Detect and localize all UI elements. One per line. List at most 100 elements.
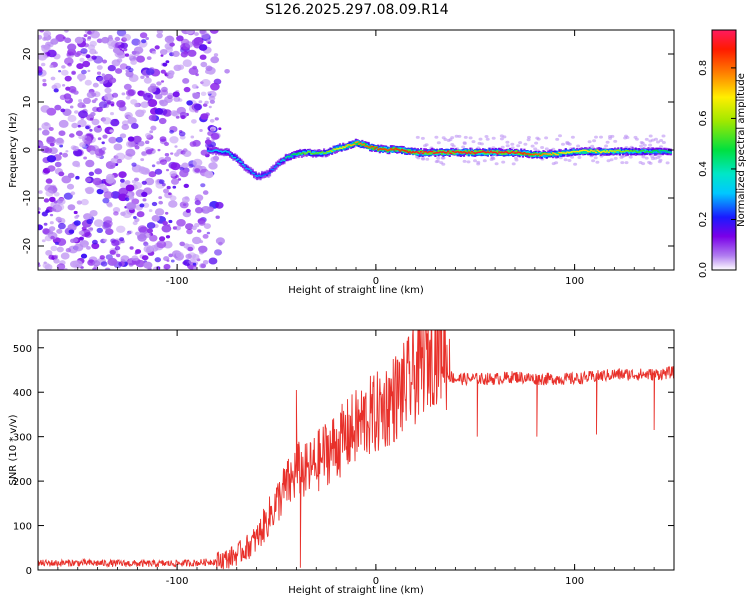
- noise-blob: [172, 111, 180, 117]
- figure-title: S126.2025.297.08.09.R14: [265, 2, 448, 18]
- noise-blob: [38, 224, 43, 231]
- noise-blob: [659, 145, 663, 149]
- ridge-cell: [515, 152, 518, 154]
- noise-blob: [38, 207, 41, 211]
- noise-blob: [145, 37, 149, 40]
- ridge-cell: [451, 151, 454, 155]
- ridge-cell: [480, 151, 483, 153]
- ridge-cell: [284, 157, 287, 162]
- noise-blob: [44, 147, 53, 154]
- ridge-cell: [582, 149, 585, 151]
- noise-blob: [48, 226, 56, 232]
- noise-blob: [110, 112, 114, 116]
- noise-blob: [106, 100, 112, 105]
- ridge-cell: [558, 152, 561, 156]
- noise-blob: [158, 108, 168, 116]
- ridge-cell: [230, 155, 233, 157]
- ridge-cell: [337, 148, 340, 150]
- snr-panel: -100 0 100 0 100 200 300 400 500 Height of strai…: [8, 329, 675, 596]
- noise-blob: [105, 161, 116, 169]
- ridge-cell: [251, 172, 254, 174]
- noise-blob: [172, 226, 177, 230]
- noise-blob: [101, 73, 106, 77]
- noise-blob: [208, 95, 216, 101]
- noise-blob: [194, 168, 201, 173]
- noise-blob: [56, 228, 63, 234]
- ridge-cell: [459, 151, 462, 153]
- ridge-cell: [297, 152, 300, 156]
- ridge-cell: [343, 146, 346, 149]
- noise-blob: [140, 101, 149, 108]
- ridge-cell: [529, 154, 532, 156]
- noise-blob: [162, 62, 168, 67]
- ridge-cell: [509, 152, 512, 154]
- noise-blob: [38, 190, 43, 194]
- noise-blob: [199, 30, 207, 35]
- noise-blob: [116, 58, 123, 63]
- noise-blob: [127, 136, 135, 142]
- noise-blob: [53, 258, 60, 264]
- ridge-cell: [448, 150, 451, 153]
- ridge-cell: [585, 149, 588, 152]
- ridge-cell: [210, 150, 213, 153]
- ridge-cell: [583, 151, 586, 154]
- noise-blob: [172, 50, 180, 58]
- snr-y-tick-label: 300: [13, 433, 32, 444]
- noise-blob: [114, 36, 121, 42]
- noise-blob: [78, 135, 84, 140]
- noise-blob: [155, 93, 163, 100]
- noise-blob: [156, 240, 167, 249]
- ridge-cell: [299, 153, 302, 155]
- ridge-cell: [456, 151, 459, 153]
- ridge-cell: [270, 169, 273, 172]
- ridge-cell: [658, 149, 661, 152]
- noise-blob: [103, 238, 108, 242]
- noise-blob: [136, 55, 145, 63]
- ridge-cell: [259, 175, 262, 177]
- ridge-cell: [596, 149, 599, 151]
- ridge-cell: [542, 153, 545, 155]
- noise-blob: [185, 41, 194, 48]
- ridge-cell: [539, 153, 542, 156]
- noise-blob: [47, 165, 56, 172]
- ridge-cell: [399, 148, 402, 152]
- ridge-cell: [273, 166, 276, 169]
- ridge-cell: [453, 152, 456, 155]
- noise-blob: [215, 201, 224, 209]
- noise-blob: [563, 158, 568, 162]
- ridge-cell: [472, 152, 475, 154]
- ridge-cell: [383, 148, 386, 150]
- ridge-cell: [458, 150, 461, 153]
- noise-blob: [49, 221, 54, 225]
- noise-blob: [64, 37, 72, 44]
- spectrogram-x-tick-label: 100: [565, 276, 584, 287]
- noise-blob: [137, 225, 147, 233]
- noise-blob: [85, 177, 92, 183]
- snr-y-tick-label: 500: [13, 344, 32, 355]
- noise-blob: [143, 245, 154, 254]
- noise-blob: [450, 143, 455, 146]
- noise-blob: [45, 190, 54, 197]
- noise-blob: [119, 133, 127, 139]
- noise-blob: [207, 41, 211, 44]
- ridge-cell: [542, 153, 545, 158]
- ridge-cell: [311, 153, 315, 155]
- ridge-cell: [294, 153, 297, 155]
- ridge-cell: [235, 159, 238, 161]
- ridge-cell: [663, 149, 666, 152]
- ridge-cell: [308, 151, 311, 156]
- ridge-cell: [410, 152, 413, 154]
- noise-blob: [132, 181, 143, 190]
- noise-blob: [66, 52, 72, 57]
- ridge-cell: [583, 149, 586, 151]
- ridge-cell: [518, 152, 521, 156]
- noise-blob: [200, 263, 206, 268]
- noise-blob: [56, 263, 66, 270]
- noise-blob: [41, 44, 51, 53]
- noise-blob: [80, 48, 88, 54]
- ridge-cell: [338, 147, 342, 149]
- noise-blob: [145, 140, 150, 144]
- noise-blob: [606, 159, 611, 163]
- noise-blob: [186, 30, 194, 35]
